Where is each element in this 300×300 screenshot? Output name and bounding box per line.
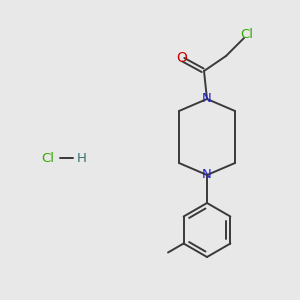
- Text: H: H: [77, 152, 87, 164]
- Text: N: N: [202, 169, 212, 182]
- Text: N: N: [202, 92, 212, 106]
- Text: Cl: Cl: [241, 28, 254, 41]
- Text: Cl: Cl: [41, 152, 55, 164]
- Text: O: O: [177, 51, 188, 65]
